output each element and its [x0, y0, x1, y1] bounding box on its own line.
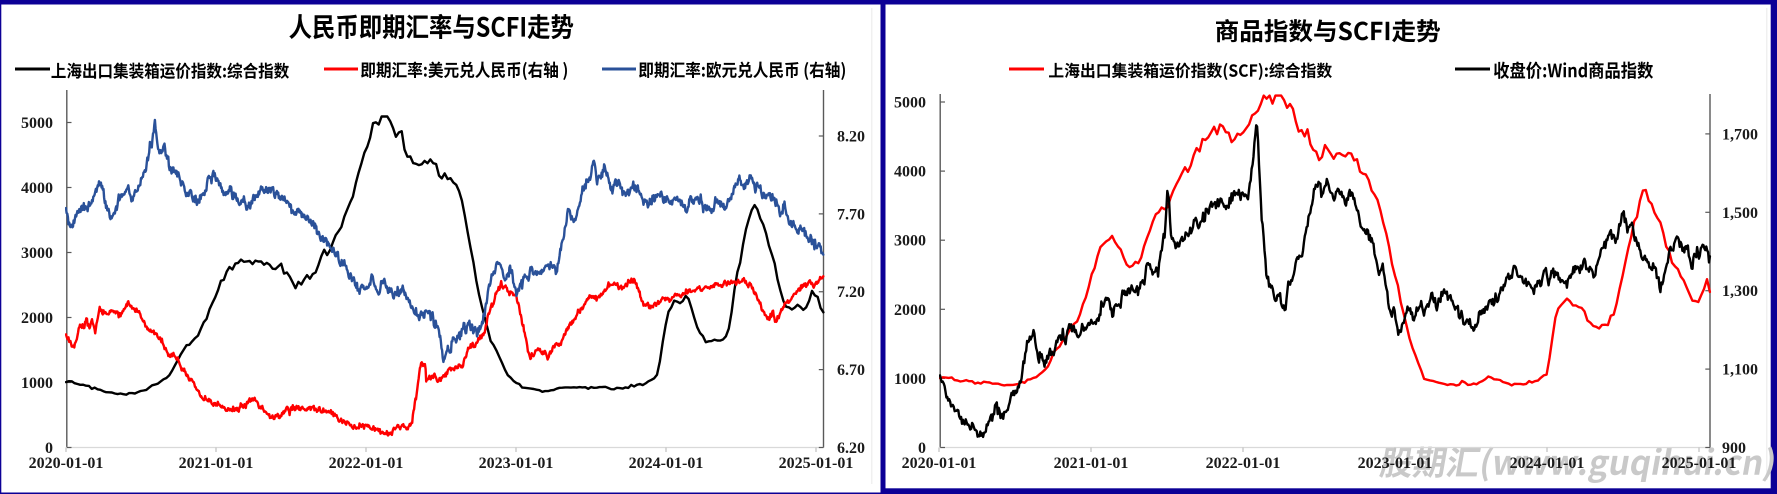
svg-text:0: 0 [45, 440, 53, 457]
svg-text:2021-01-01: 2021-01-01 [179, 455, 254, 472]
svg-text:1,500: 1,500 [1722, 205, 1758, 222]
svg-text:1,300: 1,300 [1722, 283, 1758, 300]
svg-text:1,700: 1,700 [1722, 126, 1758, 143]
svg-text:2025-01-01: 2025-01-01 [1662, 455, 1737, 472]
svg-text:2021-01-01: 2021-01-01 [1054, 455, 1129, 472]
svg-text:4000: 4000 [21, 180, 53, 197]
svg-text:7.20: 7.20 [837, 284, 865, 301]
svg-text:5000: 5000 [21, 115, 53, 132]
svg-text:2024-01-01: 2024-01-01 [629, 455, 704, 472]
svg-text:4000: 4000 [894, 164, 926, 181]
svg-text:2023-01-01: 2023-01-01 [479, 455, 554, 472]
svg-text:1000: 1000 [894, 371, 926, 388]
svg-text:5000: 5000 [894, 95, 926, 112]
svg-text:1,100: 1,100 [1722, 362, 1758, 379]
svg-text:3000: 3000 [21, 245, 53, 262]
svg-text:2022-01-01: 2022-01-01 [329, 455, 404, 472]
svg-text:2020-01-01: 2020-01-01 [902, 455, 977, 472]
svg-text:2020-01-01: 2020-01-01 [29, 455, 104, 472]
svg-text:0: 0 [918, 440, 926, 457]
svg-text:6.20: 6.20 [837, 440, 865, 457]
svg-text:2025-01-01: 2025-01-01 [779, 455, 854, 472]
svg-text:8.20: 8.20 [837, 129, 865, 146]
svg-text:1000: 1000 [21, 375, 53, 392]
svg-text:2023-01-01: 2023-01-01 [1358, 455, 1433, 472]
svg-text:7.70: 7.70 [837, 206, 865, 223]
svg-text:3000: 3000 [894, 233, 926, 250]
svg-text:2022-01-01: 2022-01-01 [1206, 455, 1281, 472]
svg-text:6.70: 6.70 [837, 362, 865, 379]
svg-text:900: 900 [1722, 440, 1746, 457]
svg-text:2024-01-01: 2024-01-01 [1510, 455, 1585, 472]
svg-text:2000: 2000 [894, 302, 926, 319]
svg-text:2000: 2000 [21, 310, 53, 327]
